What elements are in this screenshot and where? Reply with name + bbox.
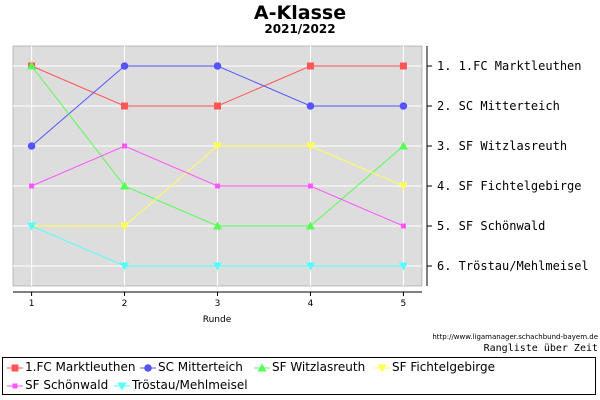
right-axis: 1. 1.FC Marktleuthen 2. SC Mitterteich 3. …: [426, 46, 589, 286]
marker-s1-p5: [399, 62, 407, 70]
source-url: http://www.ligamanager.schachbund-bayem.…: [432, 333, 598, 341]
legend-item-1: 1.FC Marktleuthen: [7, 359, 135, 376]
legend-marker-3: [257, 363, 267, 371]
legend-item-4: SF Fichtelgebirge: [374, 359, 495, 376]
marker-s3-p4: [305, 221, 315, 230]
legend-item-2: SC Mitterteich: [140, 359, 243, 376]
marker-s2-p4: [306, 102, 315, 110]
marker-s5-p1: [29, 183, 35, 189]
legend-swatch-2: [140, 363, 156, 372]
marker-s2-p5: [399, 102, 408, 110]
marker-s5-p3: [215, 183, 220, 189]
rank-label-4: 4. SF Fichtelgebirge: [437, 179, 582, 193]
legend-label-1: 1.FC Marktleuthen: [25, 360, 136, 374]
marker-s5-p4: [307, 183, 313, 189]
legend-swatch-5: [7, 383, 23, 388]
chart-title: A-Klasse: [253, 2, 347, 24]
marker-s3-p3: [213, 221, 222, 230]
marker-s1-p3: [214, 102, 221, 110]
marker-s4-p5: [398, 182, 408, 191]
legend-marker-5: [12, 383, 18, 388]
marker-s3-p5: [398, 141, 408, 150]
chart-caption: Rangliste über Zeit: [483, 343, 598, 354]
marker-s2-p3: [213, 62, 222, 70]
marker-s1-p2: [121, 102, 129, 110]
rank-label-3: 3. SF Witzlasreuth: [437, 139, 567, 153]
legend-item-6: Tröstau/Mehlmeisel: [114, 377, 248, 394]
marker-s3-p1: [27, 61, 37, 70]
x-tick-label-3: 3: [215, 299, 221, 309]
legend-label-3: SF Witzlasreuth: [272, 360, 366, 374]
rank-label-1: 1. 1.FC Marktleuthen: [437, 59, 582, 73]
legend-label-2: SC Mitterteich: [158, 360, 243, 374]
legend-swatch-3: [254, 363, 270, 371]
legend-label-5: SF Schönwald: [25, 378, 109, 392]
marker-s6-p2: [120, 262, 130, 271]
marker-s2-p1: [27, 142, 36, 150]
marker-s6-p5: [398, 262, 408, 271]
legend-label-4: SF Fichtelgebirge: [392, 360, 495, 374]
x-axis-label: Runde: [203, 315, 232, 325]
legend: 1.FC Marktleuthen SC Mitterteich SF Witzla…: [2, 357, 596, 395]
x-tick-label-2: 2: [122, 299, 128, 309]
chart-area: 1 2 3 4 5 1. 1.FC Marktleuthen 2. SC Mitterte…: [12, 45, 589, 325]
chart-subtitle: 2021/2022: [264, 22, 336, 36]
marker-s4-p2: [120, 222, 130, 231]
x-axis: 1 2 3 4 5: [13, 291, 422, 309]
x-tick-label-1: 1: [29, 299, 35, 309]
marker-s5-p5: [400, 223, 406, 229]
legend-marker-4: [377, 364, 387, 372]
rank-label-5: 5. SF Schönwald: [437, 219, 545, 233]
legend-item-3: SF Witzlasreuth: [254, 359, 365, 376]
legend-label-6: Tröstau/Mehlmeisel: [132, 378, 248, 392]
marker-s2-p2: [120, 62, 129, 70]
marker-s6-p4: [305, 262, 315, 271]
marker-s3-p2: [120, 181, 130, 190]
rank-label-6: 6. Tröstau/Mehlmeisel: [437, 259, 589, 273]
legend-swatch-1: [7, 364, 23, 371]
legend-swatch-4: [374, 364, 390, 372]
legend-marker-6: [117, 382, 127, 390]
x-tick-label-4: 4: [308, 299, 314, 309]
legend-swatch-6: [114, 382, 130, 390]
series-markers: [27, 61, 408, 271]
marker-s4-p3: [213, 142, 222, 151]
marker-s4-p4: [305, 142, 315, 151]
marker-s6-p1: [27, 222, 37, 231]
marker-s5-p2: [122, 143, 128, 149]
marker-s6-p3: [213, 262, 222, 271]
marker-s1-p4: [306, 62, 314, 70]
x-tick-label-5: 5: [401, 299, 407, 309]
legend-item-5: SF Schönwald: [7, 377, 108, 394]
legend-marker-1: [11, 364, 19, 371]
legend-marker-2: [144, 363, 152, 372]
rank-label-2: 2. SC Mitterteich: [437, 99, 560, 113]
